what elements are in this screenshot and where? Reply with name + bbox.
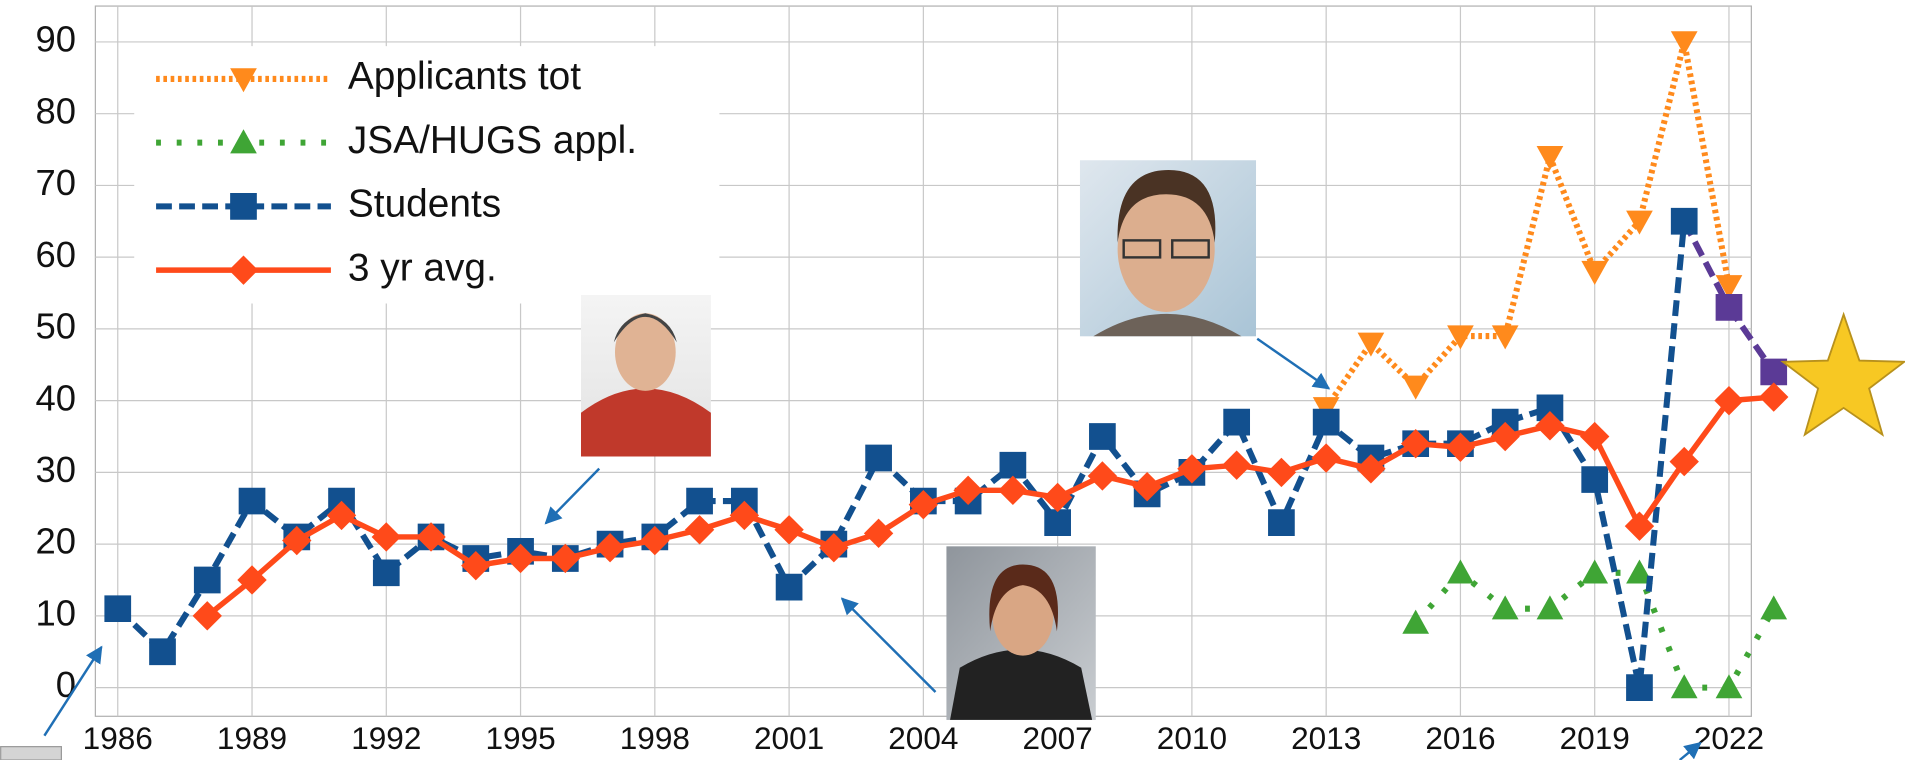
y-tick-label: 10 (35, 592, 76, 633)
legend: Applicants tot JSA/HUGS appl. Students 3 yr… (134, 46, 719, 303)
x-tick-label: 1992 (351, 720, 421, 756)
y-tick-label: 30 (35, 449, 76, 490)
x-tick-label: 2019 (1560, 720, 1630, 756)
x-tick-label: 2016 (1425, 720, 1495, 756)
y-tick-label: 20 (35, 521, 76, 562)
marker (776, 574, 803, 601)
marker (1223, 409, 1250, 436)
marker (1000, 452, 1027, 479)
legend-label: Applicants tot (348, 55, 581, 98)
legend-label: 3 yr avg. (348, 246, 497, 289)
star (1783, 314, 1904, 434)
y-tick-label: 70 (35, 162, 76, 203)
marker (1760, 595, 1787, 619)
marker (194, 567, 221, 594)
x-tick-label: 2004 (888, 720, 958, 756)
marker (686, 488, 713, 515)
marker (104, 595, 131, 622)
marker (1716, 294, 1743, 321)
marker (1581, 466, 1608, 493)
legend-label: JSA/HUGS appl. (348, 119, 637, 162)
marker (1626, 674, 1653, 701)
marker (373, 559, 400, 586)
legend-marker (230, 193, 257, 220)
photo (1080, 160, 1256, 336)
x-tick-label: 1986 (83, 720, 153, 756)
chart: 0 10 20 30 40 50 60 70 80 90 1986 1989 1992 1995 1998 2… (0, 0, 1905, 760)
x-tick-label: 1989 (217, 720, 287, 756)
x-tick-label: 2001 (754, 720, 824, 756)
x-tick-label: 2013 (1291, 720, 1361, 756)
marker (1313, 409, 1340, 436)
x-tick-label: 2007 (1023, 720, 1093, 756)
y-tick-label: 90 (35, 19, 76, 60)
x-tick-label: 2022 (1694, 720, 1764, 756)
y-tick-label: 50 (35, 306, 76, 347)
button[interactable] (1, 747, 62, 760)
x-tick-label: 1998 (620, 720, 690, 756)
photo (581, 295, 711, 456)
marker (865, 445, 892, 472)
y-tick-label: 60 (35, 234, 76, 275)
x-tick-label: 2010 (1157, 720, 1227, 756)
marker (1759, 382, 1788, 411)
legend-label: Students (348, 183, 501, 226)
marker (1044, 509, 1071, 536)
marker (1268, 509, 1295, 536)
marker (1671, 208, 1698, 235)
marker (1089, 423, 1116, 450)
y-tick-label: 40 (35, 377, 76, 418)
y-tick-label: 0 (56, 664, 76, 705)
marker (149, 638, 176, 665)
x-tick-label: 1995 (485, 720, 555, 756)
y-tick-label: 80 (35, 90, 76, 131)
marker (239, 488, 266, 515)
photo (946, 546, 1095, 720)
